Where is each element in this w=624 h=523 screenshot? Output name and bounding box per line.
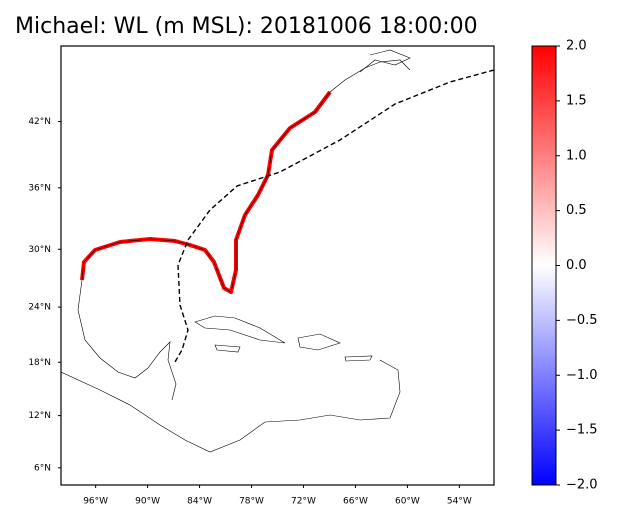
map-frame — [60, 45, 495, 486]
colorbar-tick-label: 1.0 — [566, 148, 587, 163]
x-tick-label: 60°W — [395, 497, 420, 507]
x-tick-label: 84°W — [187, 497, 212, 507]
x-tick-label: 90°W — [135, 497, 160, 507]
colorbar-tick-label: −0.5 — [566, 313, 598, 328]
x-tick-label: 72°W — [291, 497, 316, 507]
x-tick-label: 54°W — [447, 497, 472, 507]
coastline — [61, 359, 401, 453]
y-tick-label: 36°N — [28, 183, 51, 193]
colorbar-tick-label: 2.0 — [566, 39, 587, 54]
colorbar-tick-label: 0.0 — [566, 258, 587, 273]
surge-band — [80, 90, 332, 294]
colorbar-tick-label: −1.5 — [566, 423, 598, 438]
chart-title: Michael: WL (m MSL): 20181006 18:00:00 — [15, 14, 478, 39]
x-tick-label: 66°W — [343, 497, 368, 507]
coastline — [194, 315, 286, 344]
storm-track — [174, 69, 494, 363]
y-tick-label: 12°N — [28, 411, 51, 421]
coastline — [297, 333, 341, 351]
colorbar-tick-label: 0.5 — [566, 203, 587, 218]
y-tick-label: 30°N — [28, 245, 51, 255]
coastline — [77, 279, 177, 401]
x-tick-label: 96°W — [83, 497, 108, 507]
y-tick-label: 6°N — [34, 463, 51, 473]
x-tick-label: 78°W — [239, 497, 264, 507]
coastline — [81, 59, 411, 293]
colorbar-tick-label: −2.0 — [566, 478, 598, 493]
coastline — [214, 344, 373, 362]
colorbar — [531, 45, 557, 486]
y-tick-label: 24°N — [28, 303, 51, 313]
y-tick-label: 42°N — [28, 117, 51, 127]
y-tick-label: 18°N — [28, 358, 51, 368]
colorbar-tick-label: 1.5 — [566, 93, 587, 108]
coastline — [359, 49, 411, 73]
colorbar-tick-label: −1.0 — [566, 368, 598, 383]
map-body — [61, 49, 494, 453]
